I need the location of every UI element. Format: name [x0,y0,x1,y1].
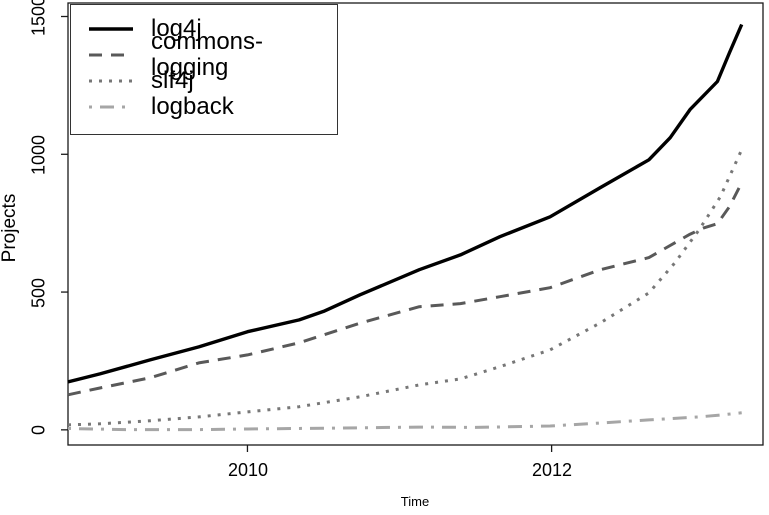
legend-item-log4j: log4j [71,16,337,42]
legend-item-slf4j: slf4j [71,68,337,94]
x-axis-title: Time [400,494,430,509]
legend-line-sample-solid [89,27,133,31]
legend-line-sample-dotted [89,79,133,83]
legend-label: logback [151,93,234,120]
y-tick-label-500: 500 [28,277,49,309]
legend-line-sample-dashed [89,53,133,57]
y-axis-title: Projects [0,193,20,263]
legend-label: commons-logging [151,28,264,81]
legend-label: slf4j [151,67,194,94]
legend-line-sample-dashdot [89,105,133,109]
legend-item-logback: logback [71,94,337,120]
y-tick-label-0: 0 [28,424,49,436]
series-line-commons-logging [67,182,744,397]
series-line-slf4j [67,148,744,427]
series-line-logback [67,411,742,432]
y-tick-label-1000: 1000 [28,134,49,176]
legend: log4j commons-logging slf4j logback [70,4,338,135]
legend-label: log4j [151,15,202,42]
legend-item-commons-logging: commons-logging [71,29,337,81]
plot-box [67,2,764,446]
x-tick-label-2012: 2012 [531,460,573,480]
y-tick-label-1500: 1500 [28,0,49,37]
series-line-log4j [67,23,744,384]
x-tick-label-2010: 2010 [227,460,269,480]
